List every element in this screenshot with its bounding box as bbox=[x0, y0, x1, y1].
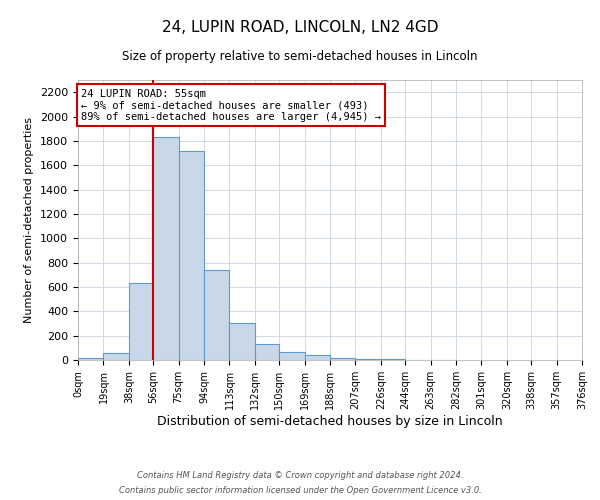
X-axis label: Distribution of semi-detached houses by size in Lincoln: Distribution of semi-detached houses by … bbox=[157, 414, 503, 428]
Text: Contains public sector information licensed under the Open Government Licence v3: Contains public sector information licen… bbox=[119, 486, 481, 495]
Bar bbox=[153, 137, 179, 360]
Bar bbox=[78, 358, 103, 360]
Y-axis label: Number of semi-detached properties: Number of semi-detached properties bbox=[25, 117, 34, 323]
Bar bbox=[103, 352, 129, 360]
Bar bbox=[129, 284, 153, 360]
Bar bbox=[355, 359, 381, 360]
Bar bbox=[255, 344, 279, 360]
Text: Size of property relative to semi-detached houses in Lincoln: Size of property relative to semi-detach… bbox=[122, 50, 478, 63]
Bar bbox=[229, 324, 255, 360]
Bar bbox=[204, 270, 229, 360]
Bar bbox=[179, 150, 204, 360]
Bar bbox=[279, 352, 305, 360]
Bar bbox=[305, 355, 330, 360]
Text: 24 LUPIN ROAD: 55sqm
← 9% of semi-detached houses are smaller (493)
89% of semi-: 24 LUPIN ROAD: 55sqm ← 9% of semi-detach… bbox=[80, 88, 380, 122]
Text: 24, LUPIN ROAD, LINCOLN, LN2 4GD: 24, LUPIN ROAD, LINCOLN, LN2 4GD bbox=[162, 20, 438, 35]
Text: Contains HM Land Registry data © Crown copyright and database right 2024.: Contains HM Land Registry data © Crown c… bbox=[137, 471, 463, 480]
Bar bbox=[330, 358, 355, 360]
